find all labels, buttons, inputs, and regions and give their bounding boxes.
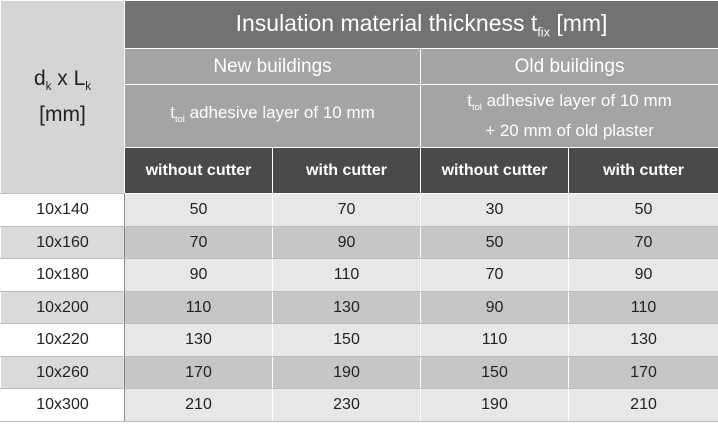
new-buildings-adhesive-desc: ttol adhesive layer of 10 mm (124, 84, 421, 148)
table-cell: 70 (567, 226, 718, 259)
row-size: 10x160 (0, 226, 125, 259)
row-size: 10x180 (0, 258, 125, 292)
table-cell: 90 (272, 226, 421, 259)
table-cell: 70 (272, 193, 421, 227)
column-header: with cutter (272, 147, 421, 194)
row-size: 10x260 (0, 356, 125, 389)
table-cell: 190 (420, 388, 569, 422)
row-size: 10x140 (0, 193, 125, 227)
table-row: 10x300 210 230 190 210 (0, 388, 718, 422)
table-cell: 70 (420, 258, 569, 292)
table-cell: 110 (272, 258, 421, 292)
table-row: 10x260 170 190 150 170 (0, 356, 718, 389)
table-cell: 150 (420, 356, 569, 389)
column-header: without cutter (420, 147, 569, 194)
table-cell: 50 (124, 193, 273, 227)
column-header: without cutter (124, 147, 273, 194)
table-cell: 210 (124, 388, 273, 422)
table-cell: 110 (420, 323, 569, 357)
table-row: 10x200 110 130 90 110 (0, 291, 718, 324)
row-size: 10x200 (0, 291, 125, 324)
table-cell: 210 (567, 388, 718, 422)
row-size: 10x220 (0, 323, 125, 357)
table-cell: 90 (420, 291, 569, 324)
table-cell: 150 (272, 323, 421, 357)
table-cell: 90 (124, 258, 273, 292)
table-cell: 50 (567, 193, 718, 227)
group-old-buildings: Old buildings (419, 48, 718, 85)
table-cell: 70 (124, 226, 273, 259)
table-row: 10x220 130 150 110 130 (0, 323, 718, 357)
table-title: Insulation material thickness tfix [mm] (123, 0, 718, 49)
dimension-header: dk x Lk [mm] (0, 0, 125, 194)
dimension-header-line1: dk x Lk (33, 66, 92, 94)
table-cell: 90 (567, 258, 718, 292)
column-header: with cutter (567, 147, 718, 194)
table-cell: 110 (567, 291, 718, 324)
old-buildings-desc-line1: ttol adhesive layer of 10 mm (467, 90, 672, 113)
table-cell: 110 (124, 291, 273, 324)
table-cell: 130 (567, 323, 718, 357)
table-cell: 130 (272, 291, 421, 324)
table-cell: 190 (272, 356, 421, 389)
table-row: 10x160 70 90 50 70 (0, 226, 718, 259)
old-buildings-adhesive-desc: ttol adhesive layer of 10 mm + 20 mm of … (419, 84, 718, 148)
group-new-buildings: New buildings (124, 48, 421, 85)
table-cell: 170 (124, 356, 273, 389)
table-cell: 230 (272, 388, 421, 422)
table-cell: 30 (420, 193, 569, 227)
table-cell: 50 (420, 226, 569, 259)
table-row: 10x180 90 110 70 90 (0, 258, 718, 292)
old-buildings-desc-line2: + 20 mm of old plaster (485, 121, 654, 141)
table-cell: 130 (124, 323, 273, 357)
table-row: 10x140 50 70 30 50 (0, 193, 718, 227)
row-size: 10x300 (0, 388, 125, 422)
table-cell: 170 (567, 356, 718, 389)
dimension-header-unit: [mm] (39, 103, 86, 127)
